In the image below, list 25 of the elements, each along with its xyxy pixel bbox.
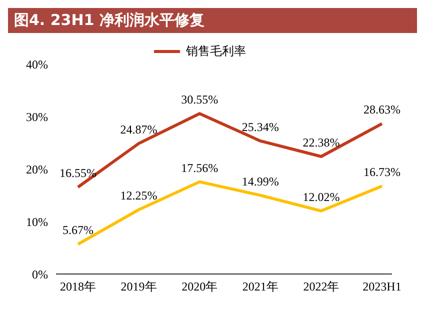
data-label: 16.55% [60, 166, 96, 180]
data-label: 17.56% [181, 160, 218, 175]
data-label: 14.99% [242, 174, 279, 188]
data-label: 12.02% [302, 190, 340, 204]
x-tick-label: 2023H1 [362, 280, 402, 294]
y-tick-label: 20% [26, 162, 48, 176]
x-tick-label: 2021年 [242, 280, 278, 294]
y-tick-label: 0% [32, 267, 48, 282]
x-tick-label: 2019年 [120, 280, 157, 294]
data-label: 30.55% [181, 92, 218, 107]
x-tick-label: 2018年 [60, 280, 96, 294]
data-label: 24.87% [120, 122, 158, 136]
y-tick-label: 30% [26, 110, 48, 124]
x-tick-label: 2020年 [182, 280, 218, 294]
data-label: 25.34% [242, 120, 279, 134]
chart-title: 图4. 23H1 净利润水平修复 [8, 8, 417, 33]
y-tick-label: 10% [26, 214, 48, 229]
data-label: 5.67% [62, 223, 94, 238]
x-tick-label: 2022年 [303, 280, 340, 294]
data-label: 12.25% [120, 188, 158, 203]
data-label: 28.63% [364, 102, 400, 117]
legend-label: 销售毛利率 [185, 43, 246, 60]
data-label: 16.73% [364, 165, 400, 180]
y-tick-label: 40% [26, 57, 48, 72]
data-label: 22.38% [302, 136, 340, 150]
